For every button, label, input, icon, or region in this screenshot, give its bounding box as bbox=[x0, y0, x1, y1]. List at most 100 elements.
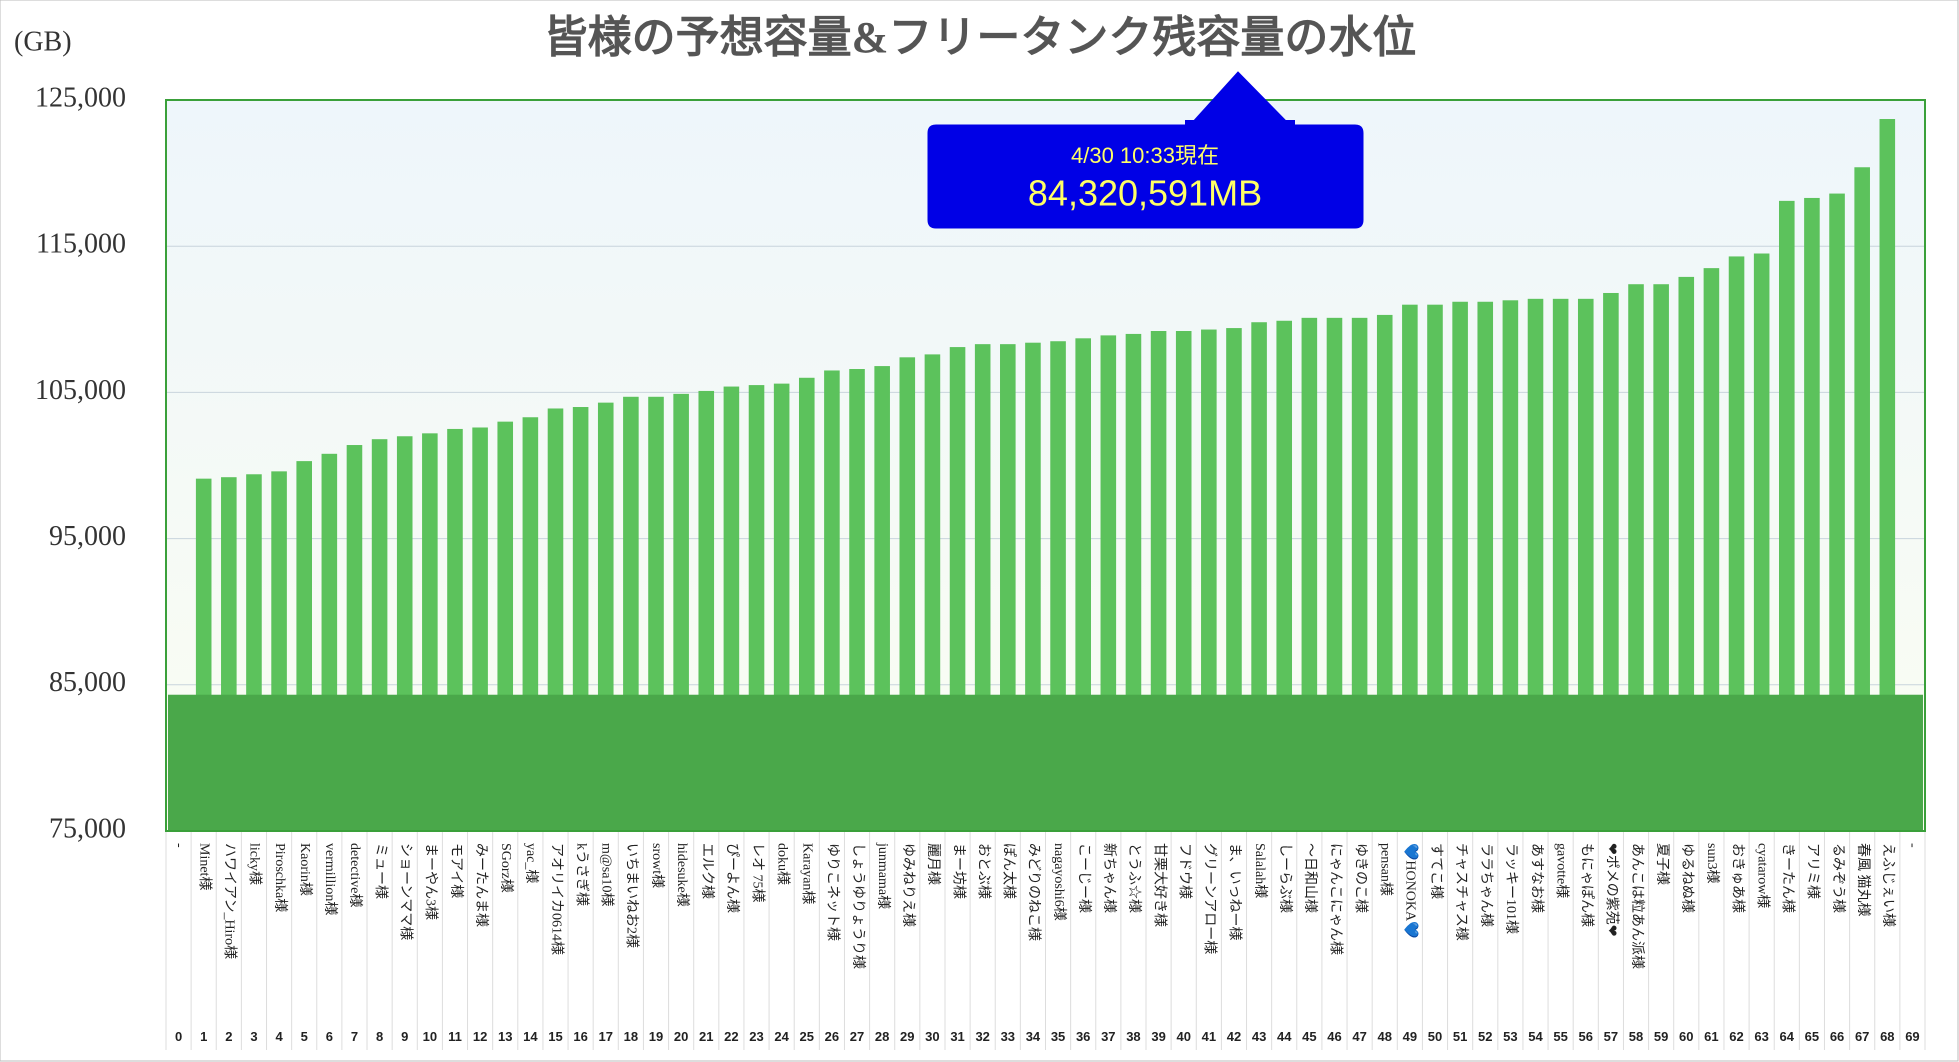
slot-number: 37 bbox=[1101, 1029, 1115, 1044]
x-tick-label: SGorz様 bbox=[498, 843, 514, 893]
callout-amount: 84,320,591MB bbox=[1028, 173, 1262, 214]
slot-number: 68 bbox=[1880, 1029, 1894, 1044]
slot-number: 48 bbox=[1378, 1029, 1392, 1044]
x-tick-label: みどりのねこ様 bbox=[1026, 843, 1042, 941]
slot-number: 13 bbox=[498, 1029, 512, 1044]
x-tick-label: ❤ポメの紫苑❤ bbox=[1604, 843, 1620, 936]
slot-number: 59 bbox=[1654, 1029, 1668, 1044]
callout-time: 4/30 10:33現在 bbox=[1071, 143, 1219, 168]
y-unit: (GB) bbox=[14, 26, 72, 57]
slot-number: 6 bbox=[326, 1029, 333, 1044]
bar bbox=[1829, 193, 1845, 831]
x-tick-label: yac_様 bbox=[523, 843, 539, 883]
x-tick-label: すてこ様 bbox=[1428, 843, 1444, 899]
x-tick-label: 夏子様 bbox=[1654, 843, 1670, 885]
slot-number: 1 bbox=[200, 1029, 207, 1044]
slot-number: 27 bbox=[850, 1029, 864, 1044]
slot-number: 39 bbox=[1151, 1029, 1165, 1044]
y-tick-label: 105,000 bbox=[35, 375, 126, 406]
x-tick-label: 〜日和山様 bbox=[1302, 843, 1318, 913]
slot-number: 11 bbox=[448, 1029, 462, 1044]
x-tick-label: ラッキー101様 bbox=[1503, 843, 1519, 934]
slot-number: 54 bbox=[1528, 1029, 1543, 1044]
slot-number: 32 bbox=[975, 1029, 989, 1044]
slot-number: 25 bbox=[800, 1029, 814, 1044]
x-tick-label: - bbox=[1905, 843, 1920, 848]
x-tick-label: あすなお様 bbox=[1528, 843, 1544, 913]
slot-number: 0 bbox=[175, 1029, 182, 1044]
x-tick-label: hidesuke様 bbox=[674, 843, 690, 907]
x-tick-label: m@sa10様 bbox=[599, 843, 615, 906]
x-tick-label: ま、いっねー様 bbox=[1227, 843, 1243, 940]
bar bbox=[1628, 284, 1644, 831]
slot-number: 41 bbox=[1202, 1029, 1216, 1044]
y-tick-label: 115,000 bbox=[36, 229, 126, 260]
slot-number: 46 bbox=[1327, 1029, 1341, 1044]
x-tick-label: チャスチャス様 bbox=[1453, 843, 1469, 941]
slot-number: 19 bbox=[649, 1029, 663, 1044]
x-tick-label: sun3様 bbox=[1704, 843, 1720, 883]
slot-number: 7 bbox=[351, 1029, 358, 1044]
chart-title: 皆様の予想容量&フリータンク残容量の水位 bbox=[544, 13, 1417, 62]
x-tick-label: しょうゆりょうり様 bbox=[850, 843, 866, 969]
x-tick-label: junmama様 bbox=[875, 842, 891, 909]
bar bbox=[1753, 253, 1770, 831]
x-tick-label: licky様 bbox=[247, 843, 263, 885]
slot-number: 17 bbox=[599, 1029, 613, 1044]
bar bbox=[1653, 284, 1669, 831]
x-tick-label: るみぞう様 bbox=[1830, 843, 1846, 913]
x-tick-label: ぴーよん様 bbox=[724, 843, 740, 913]
x-tick-label: cyatarow様 bbox=[1754, 843, 1770, 908]
slot-number: 30 bbox=[925, 1029, 939, 1044]
slot-number: 23 bbox=[749, 1029, 763, 1044]
x-tick-label: kうさぎ様 bbox=[573, 843, 589, 906]
x-tick-label: 甘栗大好き様 bbox=[1151, 843, 1167, 927]
x-tick-label: - bbox=[171, 843, 186, 848]
slot-number: 29 bbox=[900, 1029, 914, 1044]
bar bbox=[1879, 119, 1896, 832]
x-tick-label: きーたん様 bbox=[1780, 843, 1796, 913]
x-tick-label: ゆるねぬ様 bbox=[1679, 843, 1695, 913]
slot-number: 62 bbox=[1729, 1029, 1743, 1044]
slot-number: 26 bbox=[825, 1029, 839, 1044]
x-tick-label: アリミ様 bbox=[1805, 843, 1821, 899]
slot-number: 69 bbox=[1905, 1029, 1919, 1044]
bar bbox=[1678, 276, 1695, 832]
slot-number: 42 bbox=[1227, 1029, 1241, 1044]
slot-number: 47 bbox=[1352, 1029, 1366, 1044]
x-tick-label: 麗月様 bbox=[925, 843, 941, 885]
x-tick-label: Minet様 bbox=[196, 843, 212, 890]
x-tick-label: にゃんこにゃん様 bbox=[1327, 843, 1343, 955]
x-tick-label: ハワイアン_Hiro様 bbox=[222, 843, 238, 959]
slot-number: 51 bbox=[1453, 1029, 1467, 1044]
y-tick-label: 95,000 bbox=[49, 521, 126, 552]
slot-number: 9 bbox=[401, 1029, 408, 1044]
x-tick-label: みーたんま様 bbox=[473, 843, 489, 927]
slot-number: 56 bbox=[1579, 1029, 1593, 1044]
x-tick-label: vermillion様 bbox=[322, 843, 338, 915]
bar bbox=[1703, 268, 1720, 831]
slot-number: 63 bbox=[1754, 1029, 1768, 1044]
slot-number: 28 bbox=[875, 1029, 889, 1044]
slot-number: 35 bbox=[1051, 1029, 1065, 1044]
x-tick-label: あんこは粒あん派様 bbox=[1629, 843, 1645, 969]
x-tick-label: doku様 bbox=[774, 843, 790, 885]
slot-number: 60 bbox=[1679, 1029, 1693, 1044]
slot-number: 8 bbox=[376, 1029, 383, 1044]
x-tick-label: 💙HONOKA💙 bbox=[1403, 843, 1420, 939]
x-tick-label: Kaorin様 bbox=[297, 843, 313, 896]
x-tick-label: Piroschka様 bbox=[272, 843, 288, 912]
bar bbox=[1779, 200, 1795, 832]
bar bbox=[1728, 256, 1745, 832]
x-tick-label: アオリイカ0614様 bbox=[548, 843, 564, 955]
x-tick-label: いちまいねお2様 bbox=[624, 843, 640, 948]
x-tick-label: pensan様 bbox=[1378, 843, 1394, 896]
slot-number: 4 bbox=[275, 1029, 283, 1044]
slot-number: 64 bbox=[1780, 1029, 1795, 1044]
slot-number: 31 bbox=[950, 1029, 964, 1044]
x-tick-label: こーじー様 bbox=[1076, 843, 1092, 913]
slot-number: 5 bbox=[301, 1029, 308, 1044]
x-tick-label: おとぶ様 bbox=[975, 843, 991, 899]
